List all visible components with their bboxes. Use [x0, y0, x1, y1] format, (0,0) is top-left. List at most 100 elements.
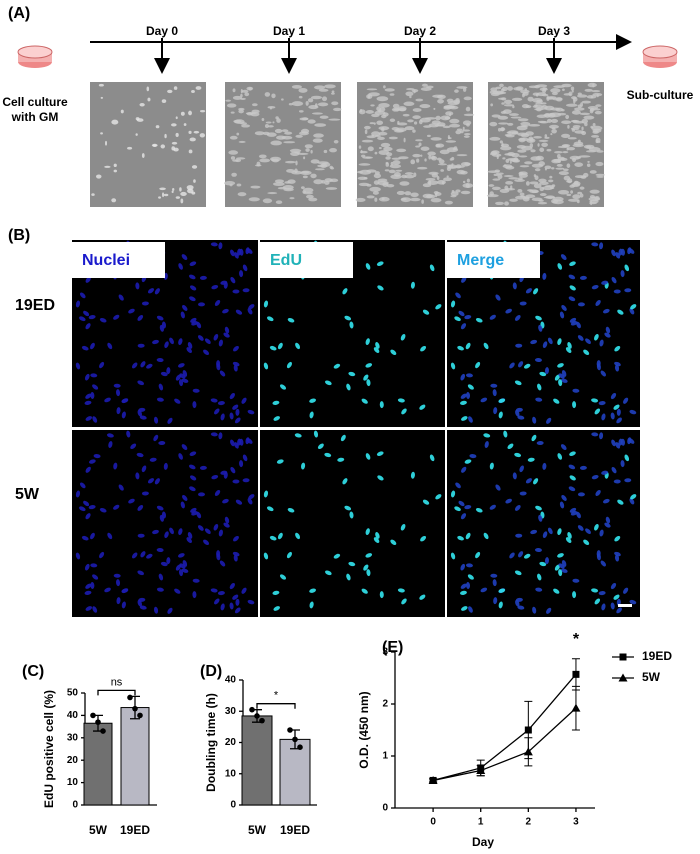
cell: [463, 87, 467, 92]
nucleus: [146, 363, 153, 369]
y-axis-label: Doubling time (h): [204, 693, 218, 792]
nucleus: [130, 443, 137, 450]
nucleus: [229, 582, 235, 590]
cell: [518, 155, 528, 158]
cell: [395, 127, 407, 132]
cell: [587, 82, 597, 88]
cell: [396, 148, 407, 153]
cell: [294, 168, 298, 174]
nucleus: [147, 478, 155, 484]
cell: [232, 88, 236, 93]
cell: [298, 110, 304, 113]
cell: [507, 86, 513, 91]
cell: [284, 131, 293, 135]
nucleus: [99, 361, 105, 369]
nucleus: [537, 573, 542, 581]
cell: [313, 133, 324, 138]
cell: [372, 191, 379, 195]
day-label: Day 1: [273, 24, 305, 38]
nucleus: [457, 345, 464, 351]
cell: [595, 161, 604, 167]
nucleus: [286, 361, 292, 369]
cell: [503, 175, 514, 178]
cell: [587, 160, 590, 163]
nucleus: [136, 452, 144, 458]
nucleus: [602, 498, 610, 504]
nucleus: [216, 553, 221, 561]
nucleus: [618, 438, 623, 446]
nucleus: [247, 409, 255, 415]
cell: [366, 183, 372, 187]
nucleus: [263, 300, 269, 308]
nucleus: [490, 383, 498, 388]
nucleus: [107, 532, 113, 540]
dish-right: [642, 45, 678, 68]
cell: [300, 128, 310, 134]
cell: [386, 184, 395, 188]
nucleus: [181, 378, 189, 383]
cell: [517, 188, 523, 193]
cell: [226, 103, 237, 108]
nucleus: [242, 288, 250, 293]
nucleus: [565, 347, 572, 354]
nucleus: [577, 335, 584, 341]
cell: [147, 97, 151, 102]
cell: [460, 190, 471, 195]
nucleus: [457, 535, 464, 541]
cell: [431, 173, 439, 178]
cell: [497, 174, 503, 180]
y-tick-label: 40: [67, 710, 79, 721]
cell: [188, 130, 192, 135]
nucleus: [498, 398, 506, 403]
nucleus: [159, 514, 165, 522]
cell: [509, 113, 519, 116]
cell: [579, 186, 585, 190]
nucleus: [557, 453, 563, 460]
nucleus: [156, 397, 164, 402]
cell: [525, 131, 534, 136]
y-tick-label: 0: [230, 800, 236, 811]
nucleus: [512, 282, 517, 290]
cell: [440, 115, 451, 121]
nucleus: [614, 345, 621, 352]
nucleus: [79, 506, 86, 512]
y-tick-label: 3: [382, 647, 388, 658]
cell: [407, 119, 414, 123]
cell: [442, 125, 451, 129]
cell: [111, 119, 119, 125]
nucleus: [137, 505, 144, 511]
nucleus: [160, 371, 168, 377]
cell: [546, 148, 552, 152]
cell: [317, 102, 329, 107]
nucleus: [182, 495, 188, 501]
nucleus: [611, 249, 616, 257]
cell: [453, 146, 458, 151]
nucleus: [579, 275, 587, 280]
cell: [274, 128, 283, 134]
nucleus: [450, 300, 456, 308]
nucleus: [572, 388, 580, 393]
cell: [569, 155, 581, 160]
nucleus: [475, 507, 483, 513]
cell: [524, 161, 533, 165]
cell: [304, 144, 313, 149]
nucleus: [104, 397, 111, 403]
cell: [159, 187, 166, 191]
nucleus: [241, 397, 247, 404]
cell: [425, 194, 436, 199]
cell: [445, 111, 454, 116]
nucleus: [544, 557, 549, 565]
cell: [364, 129, 368, 135]
nucleus: [152, 529, 159, 535]
marker: [428, 775, 438, 784]
cell: [563, 93, 572, 96]
nucleus: [567, 532, 572, 539]
cell: [180, 111, 185, 116]
nucleus: [565, 537, 572, 544]
cell: [271, 93, 276, 99]
cell: [498, 97, 505, 100]
nucleus: [628, 248, 635, 254]
cell: [189, 137, 196, 142]
nucleus: [156, 358, 164, 363]
cell: [404, 191, 412, 196]
